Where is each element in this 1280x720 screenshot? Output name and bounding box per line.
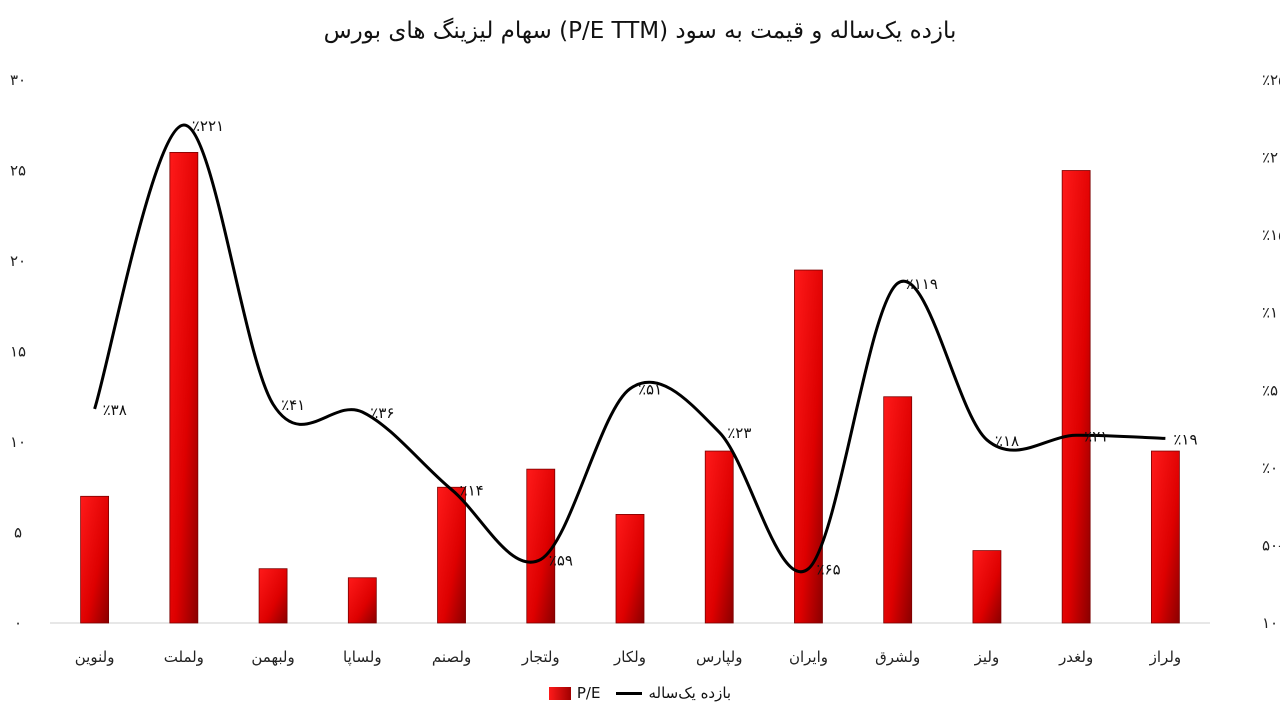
return-data-label: ٪۲۳ [727, 424, 751, 442]
legend-item-return: بازده یک‌ساله [616, 684, 731, 702]
pe-bar [1061, 170, 1091, 624]
return-data-label: ٪۱۱۹ [906, 275, 938, 293]
pe-bar [169, 151, 199, 624]
right-tick-label: ٪۱۵۰ [1262, 226, 1280, 244]
left-tick-label: ۱۵ [10, 343, 26, 361]
category-label: ولساپا [343, 648, 382, 667]
legend-bar-swatch [548, 686, 571, 700]
category-labels: ولنوین ولملت ولبهمن ولساپا ولصنم ولتجار ولکار و… [75, 648, 1181, 667]
pe-bar [437, 486, 466, 624]
left-tick-label: ۲۰ [10, 252, 26, 270]
pe-bar [615, 514, 645, 624]
category-label: ولپارس [696, 648, 742, 667]
right-tick-label: ٪۰ [1262, 459, 1278, 477]
return-data-label: ٪۶۵ [816, 561, 840, 579]
category-label: ولنوین [75, 648, 115, 666]
return-data-label: ٪۲۱ [1084, 427, 1108, 445]
pe-bar [972, 550, 1002, 624]
pe-bar [1150, 450, 1180, 624]
right-tick-label: ٪-۱۰۰ [1262, 614, 1280, 632]
legend-line-swatch [616, 691, 643, 695]
return-series-line [93, 123, 1166, 574]
right-axis: ٪-۱۰۰ ٪-۵۰ ٪۰ ٪۵۰ ٪۱۰۰ ٪۱۵۰ ٪۲۰۰ ٪۲۵۰ [1262, 71, 1280, 632]
left-tick-label: ۲۵ [10, 162, 26, 180]
return-data-label: ٪۵۱ [638, 381, 662, 399]
category-label: ولبهمن [251, 648, 294, 666]
category-label: ولکار [613, 648, 646, 666]
category-label: ولغدر [1058, 648, 1093, 666]
chart-title: بازده یک‌ساله و قیمت به سود (P/E TTM) سه… [323, 18, 957, 44]
return-data-label: ٪۱۹ [1173, 430, 1197, 448]
left-tick-label: ۵ [14, 524, 22, 542]
return-data-label: ٪۵۹ [549, 551, 573, 569]
pe-bar [526, 468, 556, 624]
left-tick-label: ۰ [14, 614, 22, 632]
bars [80, 151, 1180, 624]
category-label: ولیز [974, 648, 1000, 666]
legend: P/E بازده یک‌ساله [0, 684, 1280, 702]
left-tick-label: ۱۰ [10, 433, 26, 451]
category-label: ولصنم [432, 648, 471, 666]
return-data-label: ٪۲۲۱ [192, 117, 224, 135]
right-tick-label: ٪-۵۰ [1262, 536, 1280, 554]
pe-bar [80, 495, 110, 624]
legend-item-pe: P/E [548, 684, 601, 702]
return-data-label: ٪۳۶ [370, 404, 394, 422]
category-label: وایران [789, 648, 828, 666]
legend-label-pe: P/E [576, 684, 601, 702]
data-labels: ٪۳۸ ٪۲۲۱ ٪۴۱ ٪۳۶ ٪۱۴ ٪۵۹ ٪۵۱ ٪۲۳ ٪۶۵ ٪۱۱۹ ٪۱۸ ٪۲۱ ٪۱… [103, 117, 1198, 579]
category-label: ولتجار [521, 648, 560, 666]
return-data-label: ٪۴۱ [281, 396, 305, 414]
pe-bar [258, 568, 288, 624]
right-tick-label: ٪۱۰۰ [1262, 304, 1280, 322]
left-axis: ۰ ۵ ۱۰ ۱۵ ۲۰ ۲۵ ۳۰ [10, 71, 26, 632]
return-data-label: ٪۱۴ [460, 482, 484, 500]
pe-bar [704, 450, 734, 624]
return-data-label: ٪۳۸ [103, 401, 127, 419]
right-tick-label: ٪۲۰۰ [1262, 149, 1280, 167]
category-label: ولشرق [875, 648, 920, 666]
pe-bar [347, 577, 377, 624]
category-label: ولراز [1149, 648, 1182, 666]
legend-label-return: بازده یک‌ساله [648, 684, 732, 702]
left-tick-label: ۳۰ [10, 71, 26, 89]
pe-bar [883, 396, 913, 624]
category-label: ولملت [164, 648, 204, 666]
pe-bar [794, 269, 823, 624]
return-data-label: ٪۱۸ [995, 432, 1019, 450]
right-tick-label: ٪۵۰ [1262, 381, 1280, 399]
right-tick-label: ٪۲۵۰ [1262, 71, 1280, 89]
